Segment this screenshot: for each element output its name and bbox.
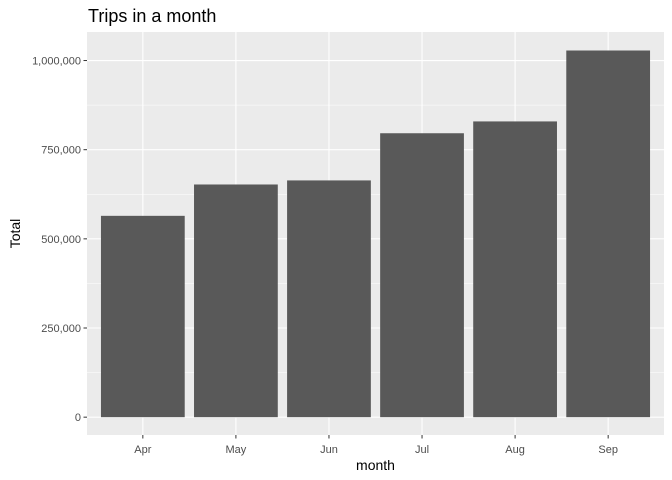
bar-apr bbox=[100, 215, 185, 418]
x-axis-title: month bbox=[356, 457, 395, 473]
x-tick-label: May bbox=[226, 444, 247, 456]
x-tick-label: Jul bbox=[415, 444, 429, 456]
y-tick-label: 0 bbox=[75, 412, 81, 424]
x-tick-label: Sep bbox=[598, 444, 618, 456]
y-axis: 0 250,000 500,000 750,000 1,000,000 bbox=[32, 56, 87, 424]
x-axis: Apr May Jun Jul Aug Sep bbox=[134, 435, 618, 456]
y-tick-label: 500,000 bbox=[41, 234, 81, 246]
bar-sep bbox=[566, 50, 651, 418]
chart-title: Trips in a month bbox=[88, 6, 216, 26]
bars bbox=[100, 50, 651, 418]
x-tick-label: Apr bbox=[134, 444, 151, 456]
bar-jun bbox=[287, 180, 371, 418]
bar-aug bbox=[473, 121, 557, 418]
bar-jul bbox=[380, 133, 464, 418]
y-tick-label: 1,000,000 bbox=[32, 56, 81, 68]
x-tick-label: Jun bbox=[320, 444, 338, 456]
y-tick-label: 750,000 bbox=[41, 145, 81, 157]
bar-may bbox=[194, 184, 278, 418]
x-tick-label: Aug bbox=[505, 444, 525, 456]
y-axis-title: Total bbox=[7, 219, 23, 249]
y-tick-label: 250,000 bbox=[41, 323, 81, 335]
